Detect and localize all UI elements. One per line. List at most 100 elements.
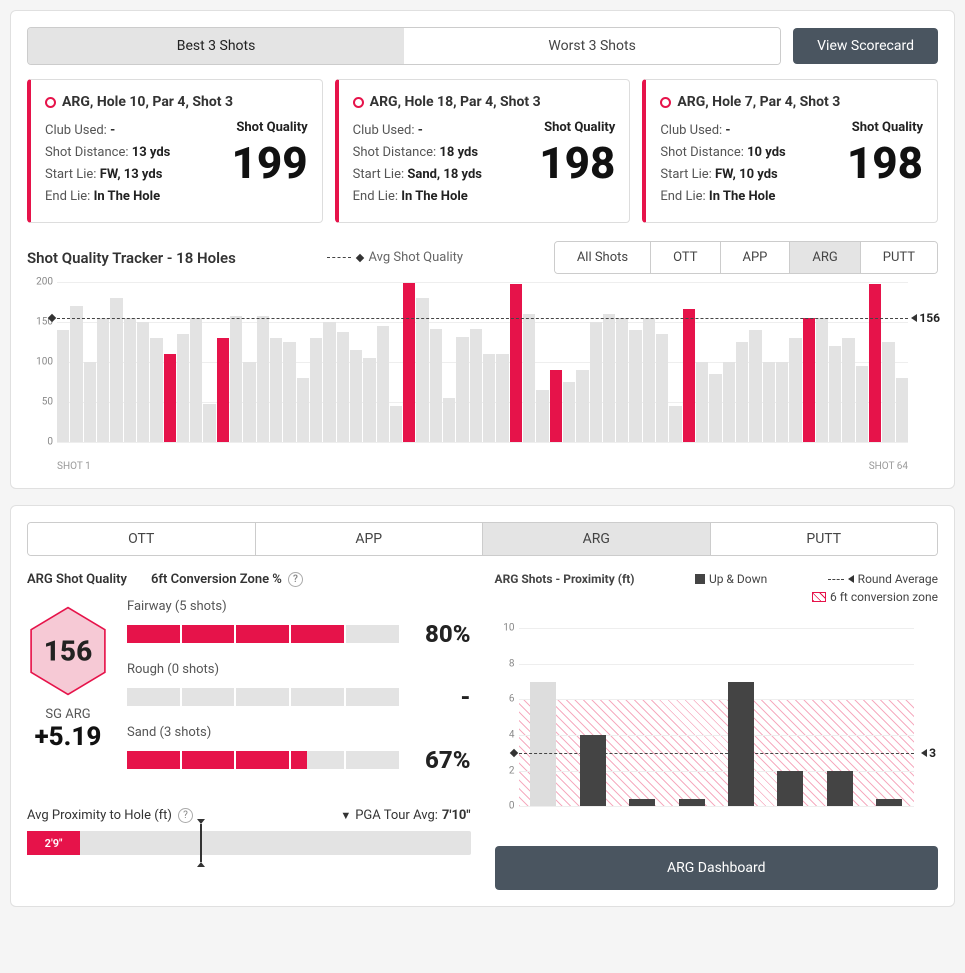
tracker-bar[interactable] (470, 329, 482, 443)
tracker-bar[interactable] (350, 350, 362, 442)
sg-value: +5.19 (27, 722, 109, 752)
leg-zone: 6 ft conversion zone (812, 590, 938, 604)
tracker-bar[interactable] (257, 316, 269, 442)
prox-bar[interactable] (777, 771, 803, 807)
tracker-bar[interactable] (150, 338, 162, 442)
prox-bar: 2'9" (27, 831, 471, 855)
tracker-bar[interactable] (137, 322, 149, 442)
tracker-bar[interactable] (576, 370, 588, 442)
prox-bar[interactable] (827, 771, 853, 807)
tracker-bar[interactable] (563, 382, 575, 442)
tracker-bar[interactable] (70, 306, 82, 442)
tracker-bar[interactable] (763, 362, 775, 442)
tracker-bar[interactable] (297, 378, 309, 442)
seg-best[interactable]: Best 3 Shots (28, 28, 404, 64)
tracker-bar[interactable] (510, 284, 522, 442)
tracker-bar[interactable] (616, 318, 628, 442)
tab-putt[interactable]: PUTT (710, 523, 938, 555)
filter-ott[interactable]: OTT (650, 242, 719, 273)
tracker-bar[interactable] (390, 406, 402, 442)
tab-app[interactable]: APP (255, 523, 483, 555)
shot-card-2[interactable]: ARG, Hole 7, Par 4, Shot 3 Club Used: -S… (642, 79, 938, 223)
tracker-bar[interactable] (377, 326, 389, 442)
tracker-bar[interactable] (310, 338, 322, 442)
tracker-bar[interactable] (869, 284, 881, 442)
tracker-bar[interactable] (856, 366, 868, 442)
tracker-bar[interactable] (776, 362, 788, 442)
prox-bar[interactable] (580, 735, 606, 806)
pga-label: PGA Tour Avg: (355, 808, 438, 823)
tracker-bar[interactable] (337, 332, 349, 442)
tracker-bar[interactable] (643, 318, 655, 442)
tracker-bar[interactable] (603, 314, 615, 442)
tracker-bar[interactable] (723, 362, 735, 442)
tab-ott[interactable]: OTT (28, 523, 255, 555)
prox-bar[interactable] (876, 799, 902, 806)
arg-dashboard-button[interactable]: ARG Dashboard (495, 846, 939, 890)
filter-arg[interactable]: ARG (789, 242, 859, 273)
prox-bar[interactable] (679, 799, 705, 806)
tracker-bar[interactable] (243, 362, 255, 442)
tracker-bar[interactable] (816, 318, 828, 442)
tracker-bar[interactable] (283, 342, 295, 442)
tracker-bar[interactable] (97, 318, 109, 442)
conv-label: Fairway (5 shots) (127, 599, 471, 614)
tracker-bar[interactable] (882, 342, 894, 442)
tracker-bar[interactable] (669, 406, 681, 442)
conv-head: 6ft Conversion Zone % ? (151, 572, 471, 587)
help-icon[interactable]: ? (288, 572, 303, 587)
tracker-bar[interactable] (590, 322, 602, 442)
filter-putt[interactable]: PUTT (860, 242, 937, 273)
tracker-bar[interactable] (403, 283, 415, 442)
tracker-bar[interactable] (190, 318, 202, 442)
tab-arg[interactable]: ARG (482, 523, 710, 555)
shots-segment: Best 3 Shots Worst 3 Shots (27, 27, 781, 65)
tracker-bar[interactable] (709, 374, 721, 442)
tracker-bar[interactable] (483, 354, 495, 442)
tracker-bar[interactable] (683, 309, 695, 443)
tracker-bar[interactable] (749, 330, 761, 442)
tracker-bar[interactable] (110, 298, 122, 442)
tracker-bar[interactable] (177, 334, 189, 442)
tracker-filters: All ShotsOTTAPPARGPUTT (554, 241, 938, 274)
view-scorecard-button[interactable]: View Scorecard (793, 28, 938, 64)
prox-bar[interactable] (530, 682, 556, 807)
tracker-bar[interactable] (629, 330, 641, 442)
tracker-bar[interactable] (203, 404, 215, 442)
help-icon[interactable]: ? (178, 808, 193, 823)
lower-tabs: OTTAPPARGPUTT (27, 522, 938, 556)
tracker-bar[interactable] (57, 330, 69, 442)
tracker-bar[interactable] (829, 346, 841, 442)
tracker-bar[interactable] (496, 354, 508, 442)
tracker-bar[interactable] (416, 298, 428, 442)
tracker-bar[interactable] (430, 329, 442, 443)
tracker-bar[interactable] (696, 362, 708, 442)
tracker-bar[interactable] (656, 334, 668, 442)
tracker-bar[interactable] (736, 342, 748, 442)
filter-app[interactable]: APP (720, 242, 790, 273)
tracker-bar[interactable] (270, 338, 282, 442)
tracker-bar[interactable] (789, 338, 801, 442)
tracker-bar[interactable] (842, 338, 854, 442)
prox-bar[interactable] (728, 682, 754, 807)
tracker-bar[interactable] (164, 354, 176, 442)
tracker-bar[interactable] (523, 314, 535, 442)
tracker-bar[interactable] (803, 318, 815, 442)
tracker-bar[interactable] (896, 378, 908, 442)
tracker-bar[interactable] (217, 338, 229, 442)
prox-bar[interactable] (629, 799, 655, 806)
tracker-bar[interactable] (443, 398, 455, 442)
seg-worst[interactable]: Worst 3 Shots (404, 28, 780, 64)
shot-card-0[interactable]: ARG, Hole 10, Par 4, Shot 3 Club Used: -… (27, 79, 323, 223)
tracker-bar[interactable] (124, 318, 136, 442)
tracker-bar[interactable] (323, 322, 335, 442)
tracker-bar[interactable] (230, 316, 242, 442)
shot-card-1[interactable]: ARG, Hole 18, Par 4, Shot 3 Club Used: -… (335, 79, 631, 223)
tracker-bar[interactable] (84, 362, 96, 442)
tracker-bar[interactable] (550, 370, 562, 442)
filter-all-shots[interactable]: All Shots (555, 242, 650, 273)
tracker-bar[interactable] (363, 358, 375, 442)
tracker-bar[interactable] (456, 337, 468, 443)
tracker-xlabels: SHOT 1 SHOT 64 (57, 461, 908, 472)
tracker-bar[interactable] (536, 390, 548, 442)
